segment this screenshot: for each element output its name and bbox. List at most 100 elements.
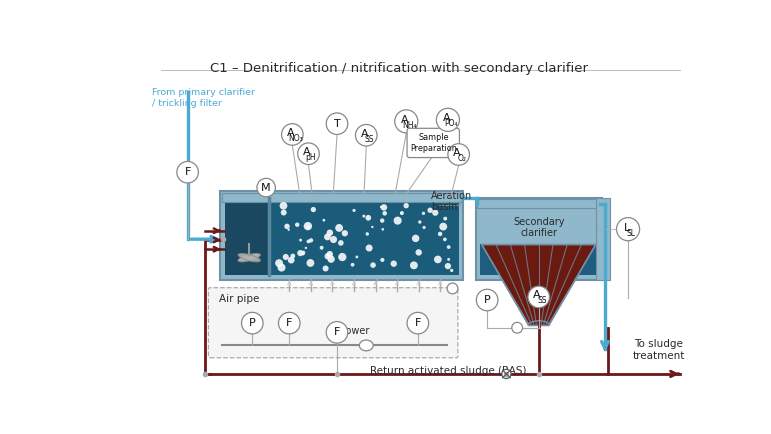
Text: A: A: [443, 113, 450, 123]
Circle shape: [400, 211, 404, 215]
Circle shape: [283, 254, 289, 260]
Circle shape: [320, 246, 324, 250]
Text: SL: SL: [627, 229, 635, 237]
Circle shape: [297, 250, 304, 256]
Circle shape: [309, 238, 313, 243]
Text: SS: SS: [365, 135, 374, 144]
Text: A: A: [453, 148, 461, 158]
Circle shape: [281, 124, 303, 145]
Circle shape: [427, 207, 433, 213]
Circle shape: [342, 230, 348, 237]
Text: To sludge
treatment: To sludge treatment: [633, 339, 685, 361]
Text: Air pipe: Air pipe: [219, 294, 260, 304]
Circle shape: [307, 259, 315, 267]
Text: Return activated sludge (RAS): Return activated sludge (RAS): [370, 366, 527, 376]
Circle shape: [338, 240, 344, 246]
Circle shape: [443, 237, 446, 241]
Circle shape: [351, 263, 355, 266]
Circle shape: [326, 322, 348, 343]
Circle shape: [439, 223, 447, 230]
Bar: [477, 199, 601, 208]
Circle shape: [288, 228, 290, 231]
FancyBboxPatch shape: [208, 288, 458, 358]
Circle shape: [302, 253, 305, 256]
Circle shape: [352, 209, 355, 212]
Circle shape: [324, 233, 331, 240]
Circle shape: [410, 261, 418, 269]
Circle shape: [325, 253, 331, 260]
Circle shape: [322, 266, 328, 272]
Circle shape: [412, 235, 419, 242]
FancyBboxPatch shape: [407, 128, 460, 158]
Circle shape: [407, 312, 429, 334]
Text: PO₄: PO₄: [444, 119, 458, 128]
Circle shape: [476, 289, 498, 311]
Circle shape: [422, 212, 425, 215]
Bar: [476, 197, 602, 280]
Text: SS: SS: [537, 296, 547, 305]
Text: C1 – Denitrification / nitrification with secondary clarifier: C1 – Denitrification / nitrification wit…: [210, 62, 588, 75]
Circle shape: [278, 263, 285, 272]
Circle shape: [322, 219, 325, 222]
Text: A: A: [401, 115, 409, 125]
Circle shape: [177, 161, 198, 183]
Bar: [270, 196, 459, 276]
Circle shape: [381, 204, 387, 210]
Text: A: A: [303, 147, 311, 157]
Circle shape: [438, 232, 443, 236]
Circle shape: [391, 260, 397, 267]
Circle shape: [365, 244, 372, 252]
Text: A: A: [534, 290, 541, 300]
Ellipse shape: [238, 253, 261, 262]
Circle shape: [502, 369, 511, 378]
Text: P: P: [249, 318, 256, 328]
Circle shape: [371, 226, 373, 228]
Circle shape: [330, 236, 337, 243]
Circle shape: [416, 249, 422, 256]
Text: From primary clarifier
/ trickling filter: From primary clarifier / trickling filte…: [152, 88, 255, 108]
Circle shape: [298, 143, 319, 164]
Circle shape: [241, 312, 263, 334]
Text: F: F: [334, 327, 340, 337]
Circle shape: [280, 202, 288, 210]
Text: F: F: [184, 167, 190, 177]
Text: F: F: [415, 318, 421, 328]
Circle shape: [380, 206, 382, 208]
Circle shape: [370, 262, 375, 268]
Circle shape: [288, 257, 295, 263]
Circle shape: [326, 113, 348, 135]
Text: Sample
Preparation: Sample Preparation: [410, 133, 456, 153]
Circle shape: [418, 220, 422, 224]
Circle shape: [338, 253, 346, 261]
Circle shape: [295, 223, 299, 227]
Text: T: T: [334, 118, 340, 129]
Circle shape: [304, 222, 312, 230]
Circle shape: [278, 312, 300, 334]
Circle shape: [365, 232, 369, 236]
Circle shape: [291, 253, 295, 258]
Text: A: A: [361, 129, 369, 139]
Circle shape: [617, 217, 640, 241]
Circle shape: [433, 210, 439, 216]
Text: O₂: O₂: [457, 154, 466, 163]
Text: NO₃: NO₃: [288, 134, 303, 143]
Bar: [221, 193, 462, 202]
Circle shape: [328, 256, 335, 263]
Bar: [224, 196, 269, 276]
Circle shape: [355, 256, 359, 258]
Circle shape: [403, 203, 409, 208]
Bar: [596, 197, 610, 280]
Circle shape: [301, 250, 305, 255]
Circle shape: [382, 228, 384, 230]
Circle shape: [443, 217, 447, 220]
Text: NH₄: NH₄: [402, 121, 416, 130]
Circle shape: [380, 258, 385, 262]
Circle shape: [306, 225, 310, 229]
Circle shape: [512, 322, 523, 333]
Polygon shape: [482, 245, 596, 326]
Circle shape: [380, 218, 385, 223]
Circle shape: [362, 214, 365, 217]
Circle shape: [395, 110, 418, 133]
Ellipse shape: [238, 253, 261, 262]
Circle shape: [448, 144, 470, 165]
